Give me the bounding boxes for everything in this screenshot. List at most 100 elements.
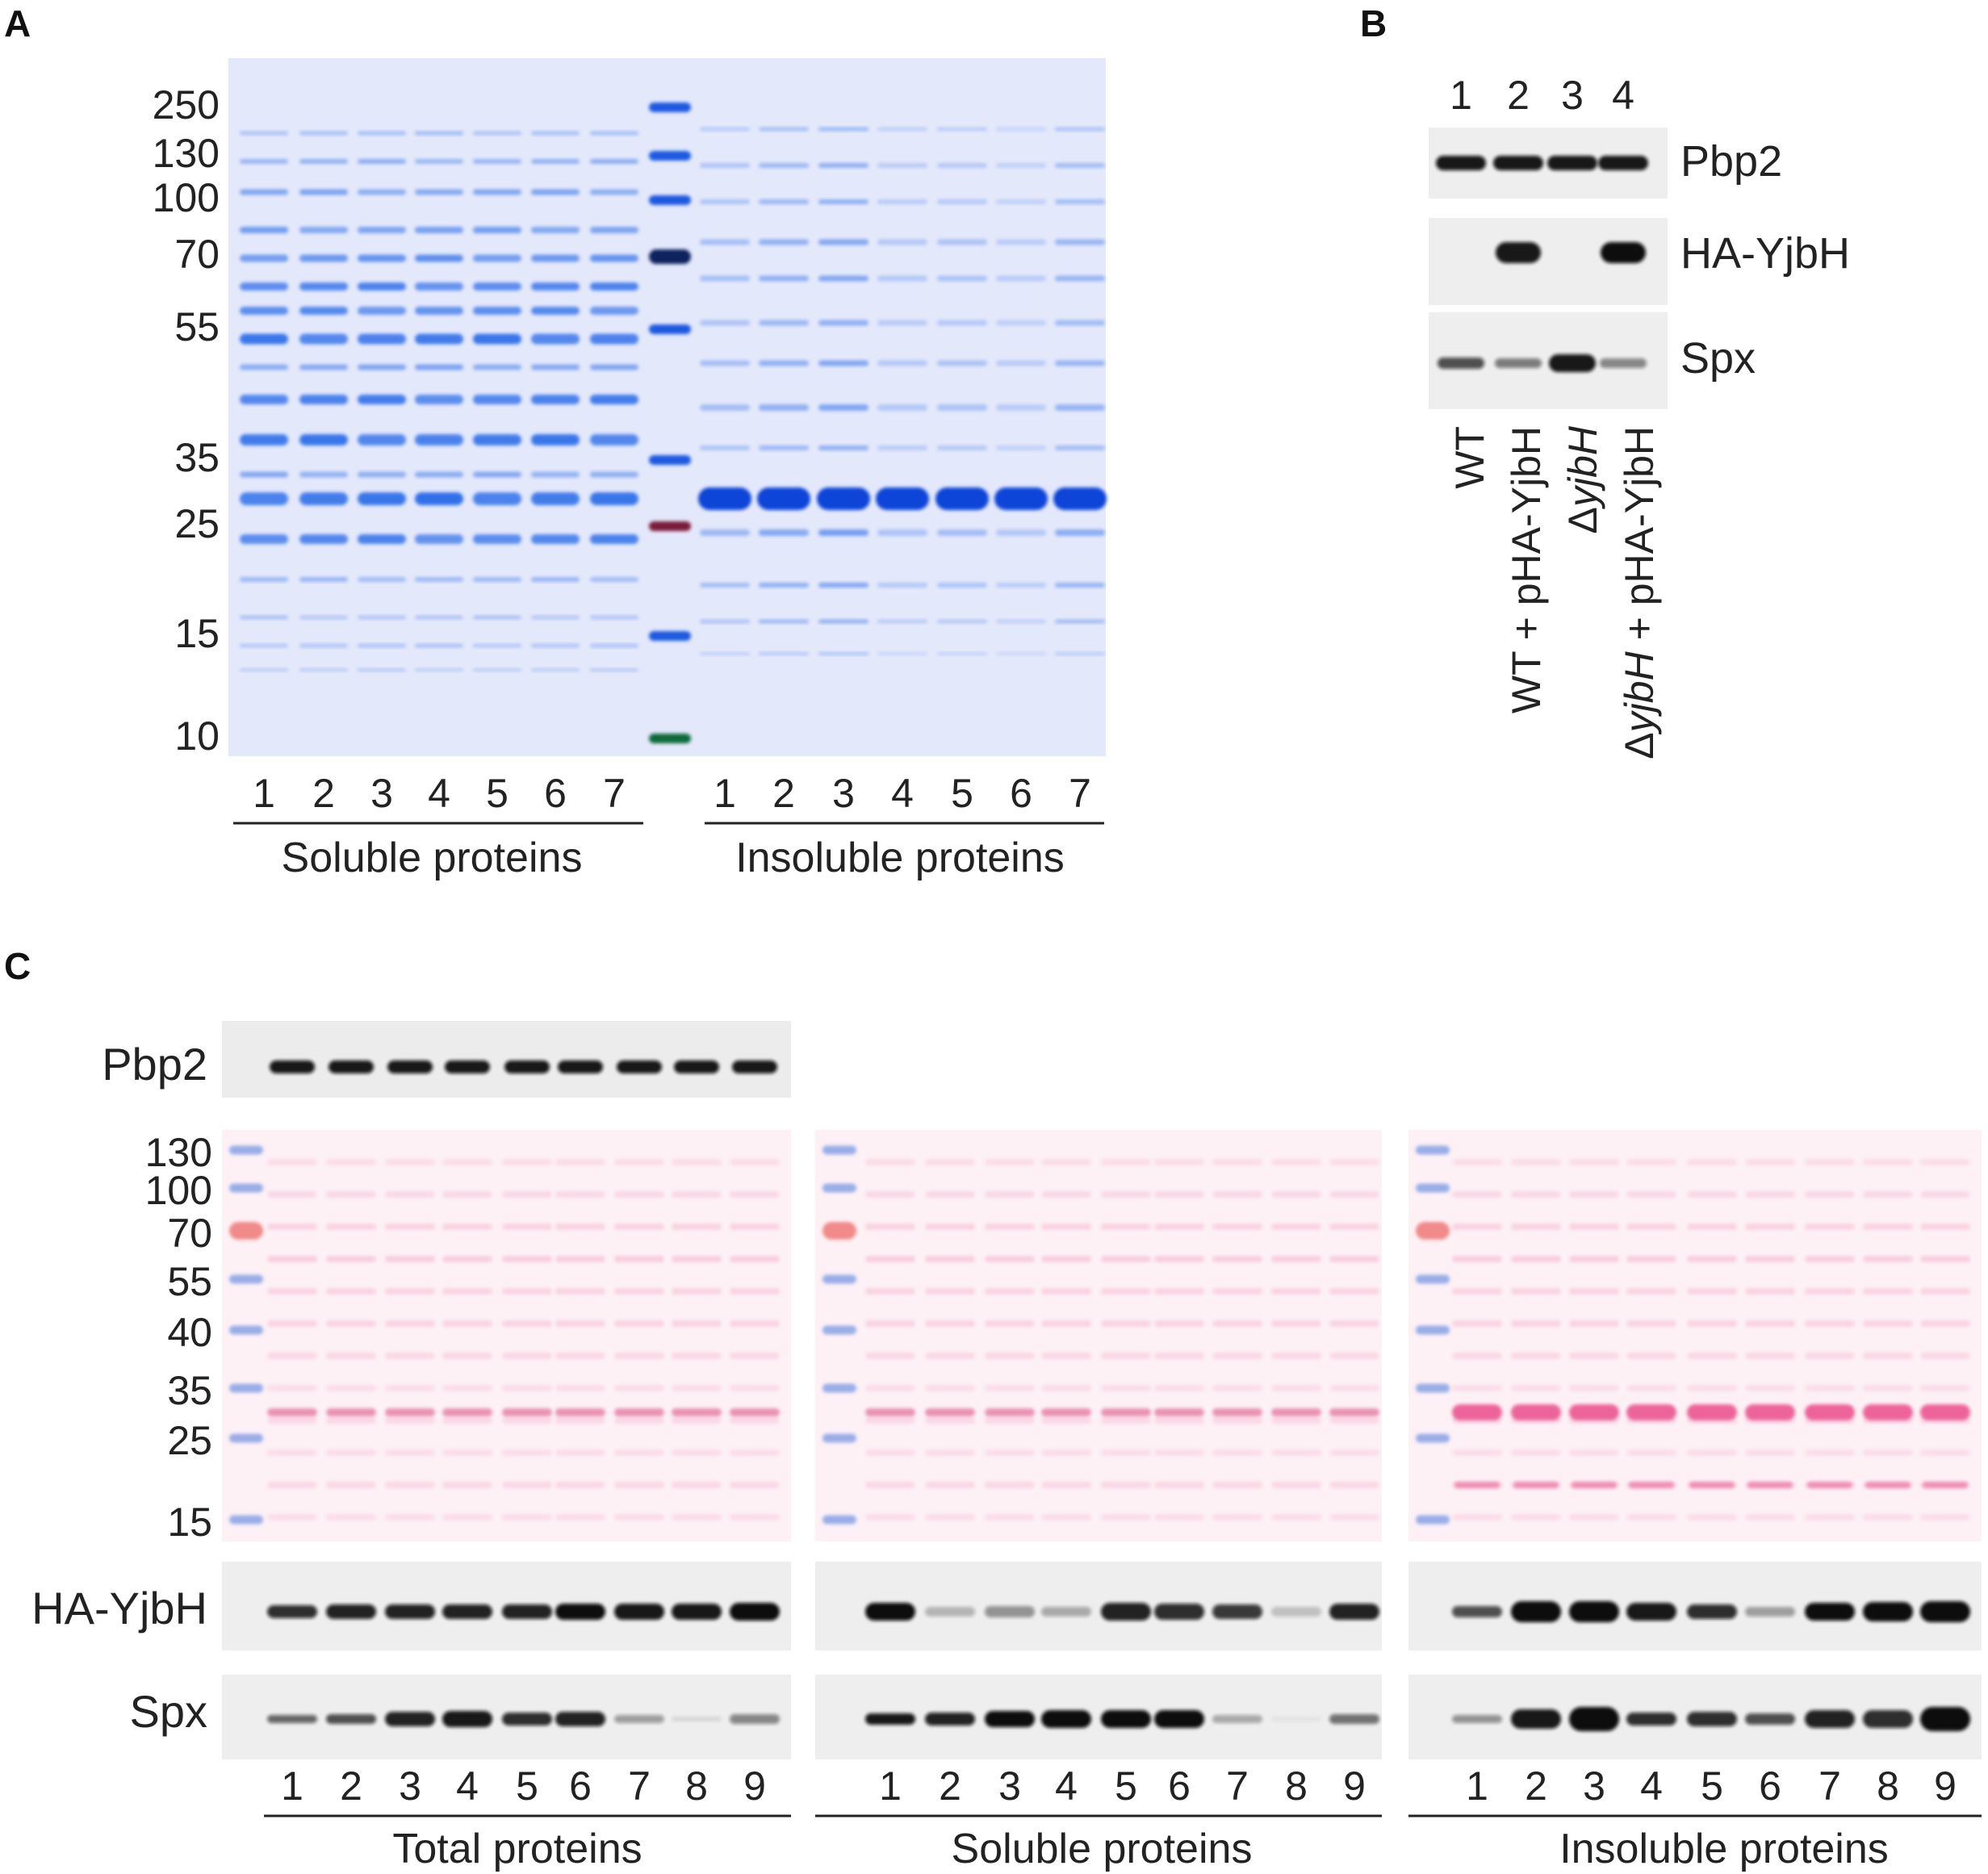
ponceau-band [614, 1514, 664, 1521]
ponceau-band [1745, 1256, 1795, 1262]
ponceau-band [614, 1385, 664, 1391]
gel-band [1055, 652, 1105, 655]
ponceau-band [1101, 1159, 1151, 1165]
blot-band [1101, 1710, 1151, 1728]
ponceau-band [1687, 1320, 1737, 1327]
blot-band [1511, 1601, 1561, 1622]
ladder-band-c [1416, 1274, 1450, 1284]
gel-band [877, 445, 927, 450]
gel-band [299, 189, 348, 195]
ponceau-band [442, 1514, 492, 1521]
gel-band [700, 127, 750, 132]
gel-band [700, 404, 750, 411]
ponceau-band [555, 1385, 605, 1391]
gel-band-major [1053, 487, 1107, 510]
lane-number-a-soluble: 2 [312, 771, 335, 816]
group-label-total-c: Total proteins [392, 1826, 642, 1872]
gel-band [531, 333, 580, 345]
ponceau-band [1212, 1191, 1262, 1198]
gel-band [358, 615, 406, 620]
gel-band [299, 364, 348, 370]
gel-band [473, 492, 521, 505]
gel-band [531, 492, 580, 505]
gel-band [415, 434, 463, 445]
ponceau-band [1452, 1385, 1502, 1391]
ponceau-band [1863, 1224, 1913, 1230]
lane-number-c: 4 [456, 1763, 479, 1809]
gel-band [531, 615, 580, 620]
gel-band [590, 492, 638, 505]
ponceau-band [1154, 1482, 1204, 1488]
gel-band [531, 159, 580, 164]
gel-band [877, 652, 927, 655]
gel-band [759, 652, 809, 655]
ponceau-band [1154, 1159, 1204, 1165]
gel-band-major [698, 487, 751, 510]
blot-band [1601, 242, 1646, 263]
gel-band [415, 227, 463, 233]
ladder-band-c [1416, 1145, 1450, 1155]
ponceau-band [672, 1417, 722, 1424]
ponceau-band [555, 1320, 605, 1327]
mw-marker-c: 70 [167, 1211, 212, 1256]
ponceau-band-major [1569, 1404, 1619, 1420]
ponceau-band [672, 1191, 722, 1198]
ponceau-band [925, 1191, 975, 1198]
gel-band [590, 307, 638, 315]
ponceau-band [385, 1320, 435, 1327]
ponceau-band [1271, 1159, 1321, 1165]
gel-band [877, 275, 927, 282]
blot-band [1041, 1710, 1091, 1728]
gel-band [700, 320, 750, 326]
lane-number-c: 9 [743, 1763, 766, 1809]
gel-band [877, 583, 927, 588]
gel-band [877, 163, 927, 168]
gel-band [996, 529, 1046, 536]
ponceau-band [1687, 1385, 1737, 1391]
ponceau-band [1452, 1224, 1502, 1230]
ponceau-band [865, 1256, 915, 1262]
ponceau-band [1041, 1482, 1091, 1488]
gel-band [299, 307, 348, 315]
ponceau-band [555, 1159, 605, 1165]
ponceau-band [1805, 1353, 1855, 1359]
ponceau-band [1569, 1385, 1619, 1391]
ponceau-band [267, 1449, 317, 1456]
lane-number-c: 3 [399, 1763, 421, 1809]
ponceau-band [865, 1385, 915, 1391]
ponceau-band [1101, 1417, 1151, 1424]
blot-band [674, 1060, 719, 1073]
ponceau-band [1805, 1514, 1855, 1521]
ponceau-band [385, 1191, 435, 1198]
ponceau-band [1687, 1514, 1737, 1521]
ponceau-band [326, 1449, 376, 1456]
ponceau-band [672, 1449, 722, 1456]
pbp2-label-c: Pbp2 [102, 1039, 207, 1090]
ponceau-band [1041, 1256, 1091, 1262]
blot-band [1493, 156, 1543, 170]
lane-number-a-soluble: 3 [370, 771, 393, 816]
ponceau-band [1745, 1449, 1795, 1456]
blot-band [270, 1060, 315, 1073]
ponceau-band [1271, 1191, 1321, 1198]
ladder-band [649, 102, 691, 112]
gel-band [937, 360, 987, 366]
mw-marker-a: 15 [174, 611, 220, 656]
ponceau-band-major [1745, 1404, 1795, 1420]
blot-band [865, 1713, 915, 1725]
gel-band [299, 492, 348, 505]
gel-band [473, 643, 521, 648]
ponceau-band [326, 1191, 376, 1198]
gel-band [996, 320, 1046, 326]
lane-number-c: 7 [628, 1763, 651, 1809]
lane-number-a-insoluble: 1 [714, 771, 736, 816]
gel-band [531, 282, 580, 291]
ponceau-band [1807, 1482, 1852, 1488]
gel-band [1055, 275, 1105, 282]
ponceau-band [925, 1417, 975, 1424]
lane-number-c: 8 [1285, 1763, 1308, 1809]
ponceau-band [385, 1449, 435, 1456]
ponceau-band [1689, 1482, 1735, 1488]
blot-label-b: Spx [1680, 334, 1756, 383]
ponceau-band [1569, 1449, 1619, 1456]
